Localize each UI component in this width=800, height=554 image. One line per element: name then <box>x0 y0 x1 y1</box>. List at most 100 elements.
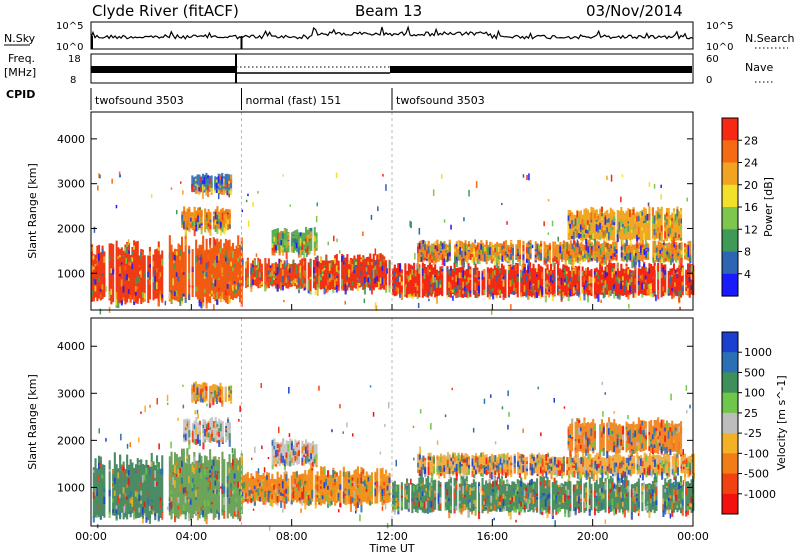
velocity-echo-speckle <box>518 473 521 478</box>
velocity-echo-speckle <box>325 478 328 486</box>
velocity-echo-speckle <box>115 516 118 521</box>
velocity-echo-speckle <box>565 503 568 506</box>
velocity-echo-speckle <box>674 479 677 487</box>
power-echo-speckle <box>671 257 674 263</box>
power-echo-speckle <box>348 261 351 265</box>
power-echo-speckle <box>643 283 646 289</box>
velocity-echo-column <box>353 470 356 507</box>
power-scatter-point <box>342 255 345 260</box>
power-echo-speckle <box>676 246 679 253</box>
velocity-echo-speckle <box>411 498 414 502</box>
velocity-echo-speckle <box>585 474 588 480</box>
velocity-scatter-point <box>675 494 677 501</box>
velocity-echo-column <box>690 479 693 513</box>
velocity-echo-speckle <box>504 496 507 500</box>
power-echo-speckle <box>569 231 572 236</box>
velocity-echo-speckle <box>471 506 474 512</box>
velocity-echo-speckle <box>692 472 695 480</box>
velocity-echo-column <box>113 452 116 516</box>
velocity-echo-speckle <box>638 456 641 460</box>
velocity-echo-column <box>613 482 616 510</box>
power-echo-speckle <box>212 217 215 220</box>
velocity-echo-column <box>601 457 604 474</box>
velocity-echo-speckle <box>395 486 398 492</box>
power-echo-speckle <box>400 281 403 286</box>
velocity-echo-speckle <box>590 459 593 467</box>
power-echo-column <box>572 268 575 296</box>
power-echo-speckle <box>226 257 229 265</box>
velocity-echo-speckle <box>573 460 576 465</box>
power-echo-speckle <box>548 259 551 264</box>
velocity-echo-speckle <box>678 441 681 447</box>
power-echo-speckle <box>674 232 677 238</box>
velocity-echo-speckle <box>175 474 178 477</box>
velocity-echo-speckle <box>671 464 674 472</box>
velocity-echo-speckle <box>633 465 636 473</box>
velocity-echo-speckle <box>221 486 224 494</box>
power-echo-speckle <box>454 248 457 253</box>
velocity-echo-speckle <box>200 389 203 395</box>
power-echo-speckle <box>429 247 432 251</box>
power-scatter-point <box>245 199 248 203</box>
power-echo-column <box>200 209 203 231</box>
velocity-echo-speckle <box>461 464 464 467</box>
power-echo-speckle <box>205 189 208 196</box>
velocity-echo-speckle <box>108 512 111 518</box>
velocity-echo-speckle <box>182 504 185 513</box>
velocity-echo-speckle <box>655 500 658 505</box>
power-echo-speckle <box>417 261 420 269</box>
velocity-echo-speckle <box>243 482 246 489</box>
velocity-scatter-point <box>554 520 556 527</box>
velocity-echo-speckle <box>620 461 623 468</box>
velocity-scatter-point <box>395 459 397 467</box>
power-echo-speckle <box>657 258 660 263</box>
velocity-echo-speckle <box>449 482 452 486</box>
power-echo-column <box>643 262 646 295</box>
velocity-echo-speckle <box>210 502 213 505</box>
power-echo-speckle <box>365 267 368 272</box>
velocity-echo-speckle <box>468 468 471 475</box>
power-scatter-point <box>543 221 545 227</box>
velocity-echo-speckle <box>669 427 672 432</box>
power-echo-speckle <box>632 270 635 277</box>
velocity-echo-column <box>450 456 453 475</box>
power-echo-speckle <box>191 266 194 271</box>
velocity-echo-speckle <box>159 497 162 501</box>
power-echo-speckle <box>280 245 283 253</box>
power-echo-column <box>687 263 690 296</box>
power-echo-speckle <box>217 176 220 183</box>
velocity-echo-speckle <box>413 486 416 492</box>
velocity-echo-speckle <box>616 494 619 497</box>
velocity-echo-speckle <box>299 479 302 488</box>
power-echo-column <box>280 260 283 287</box>
power-echo-speckle <box>636 216 639 222</box>
power-echo-speckle <box>664 245 667 249</box>
power-echo-column <box>188 245 191 301</box>
power-echo-speckle <box>664 231 667 239</box>
velocity-echo-speckle <box>212 397 215 404</box>
power-echo-speckle <box>492 246 495 251</box>
velocity-echo-speckle <box>488 483 491 487</box>
power-echo-speckle <box>191 185 194 193</box>
velocity-scatter-point <box>613 411 615 414</box>
power-echo-speckle <box>120 300 123 306</box>
power-echo-speckle <box>516 274 519 282</box>
velocity-echo-speckle <box>636 458 639 465</box>
power-echo-speckle <box>467 277 470 283</box>
velocity-echo-speckle <box>667 424 670 428</box>
velocity-echo-column <box>659 455 662 474</box>
velocity-echo-speckle <box>198 454 201 463</box>
velocity-echo-speckle <box>374 488 377 497</box>
velocity-echo-speckle <box>666 473 669 479</box>
velocity-echo-speckle <box>327 504 330 508</box>
power-echo-speckle <box>680 237 683 241</box>
velocity-echo-speckle <box>355 486 358 489</box>
nsearch-label: N.Search <box>745 32 795 45</box>
power-echo-speckle <box>360 270 363 276</box>
velocity-echo-speckle <box>198 439 201 447</box>
velocity-echo-speckle <box>177 505 180 510</box>
power-echo-speckle <box>349 287 352 290</box>
velocity-echo-speckle <box>282 463 285 466</box>
velocity-echo-column <box>660 419 663 454</box>
